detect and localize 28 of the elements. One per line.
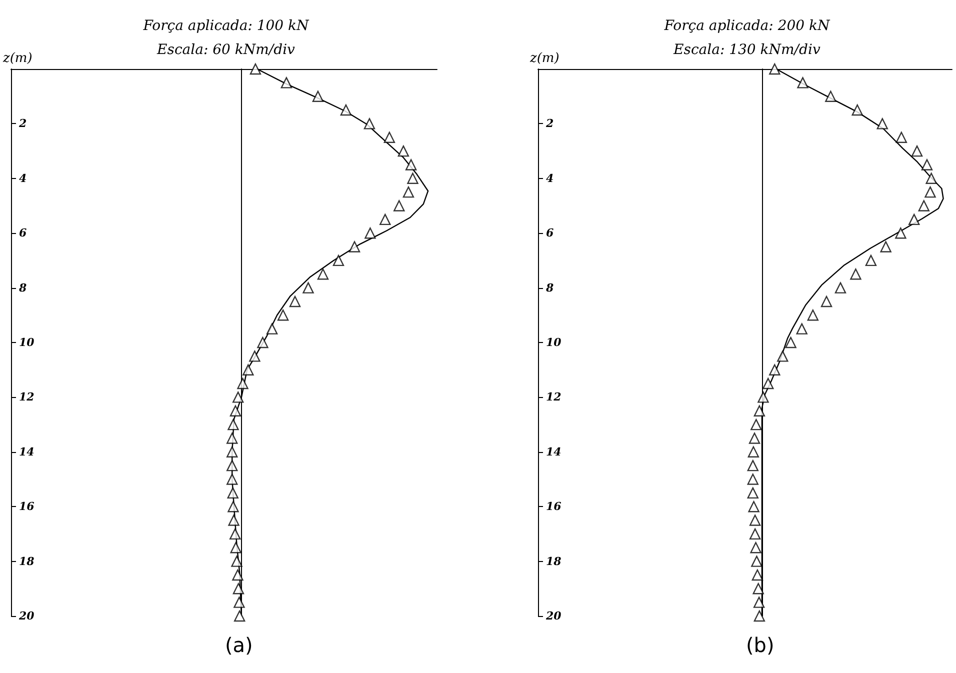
text: (a) [224,633,253,657]
y-tick-label: 2 [545,117,554,130]
y-tick-label: 18 [19,554,35,568]
y-tick-label: 2 [18,117,27,130]
y-tick-label: 12 [19,390,35,404]
y-tick-label: 18 [546,554,562,568]
text: (b) [746,633,774,657]
chart-title: Força aplicada: 100 kN [142,18,310,34]
y-tick-label: 16 [19,500,35,514]
y-tick-label: 16 [546,500,562,514]
y-tick-label: 12 [546,390,562,404]
chart-subtitle: Escala: 60 kNm/div [156,42,296,58]
y-tick-label: 10 [546,336,562,349]
y-tick-label: 20 [545,610,562,622]
y-tick-label: 6 [546,226,554,240]
y-tick-label: 8 [545,281,554,294]
y-tick-label: 10 [19,336,35,349]
y-tick-label: 4 [546,172,554,185]
y-tick-label: 8 [18,281,27,294]
y-tick-label: 14 [546,445,562,458]
y-axis-title: z(m) [2,51,32,66]
y-tick-label: 6 [19,226,27,240]
y-tick-label: 14 [19,445,34,458]
y-tick-label: 20 [18,610,35,622]
y-axis-title: z(m) [529,51,560,66]
chart-title: Força aplicada: 200 kN [663,18,830,34]
y-tick-label: 4 [19,172,27,185]
chart-subtitle: Escala: 130 kNm/div [672,42,820,58]
